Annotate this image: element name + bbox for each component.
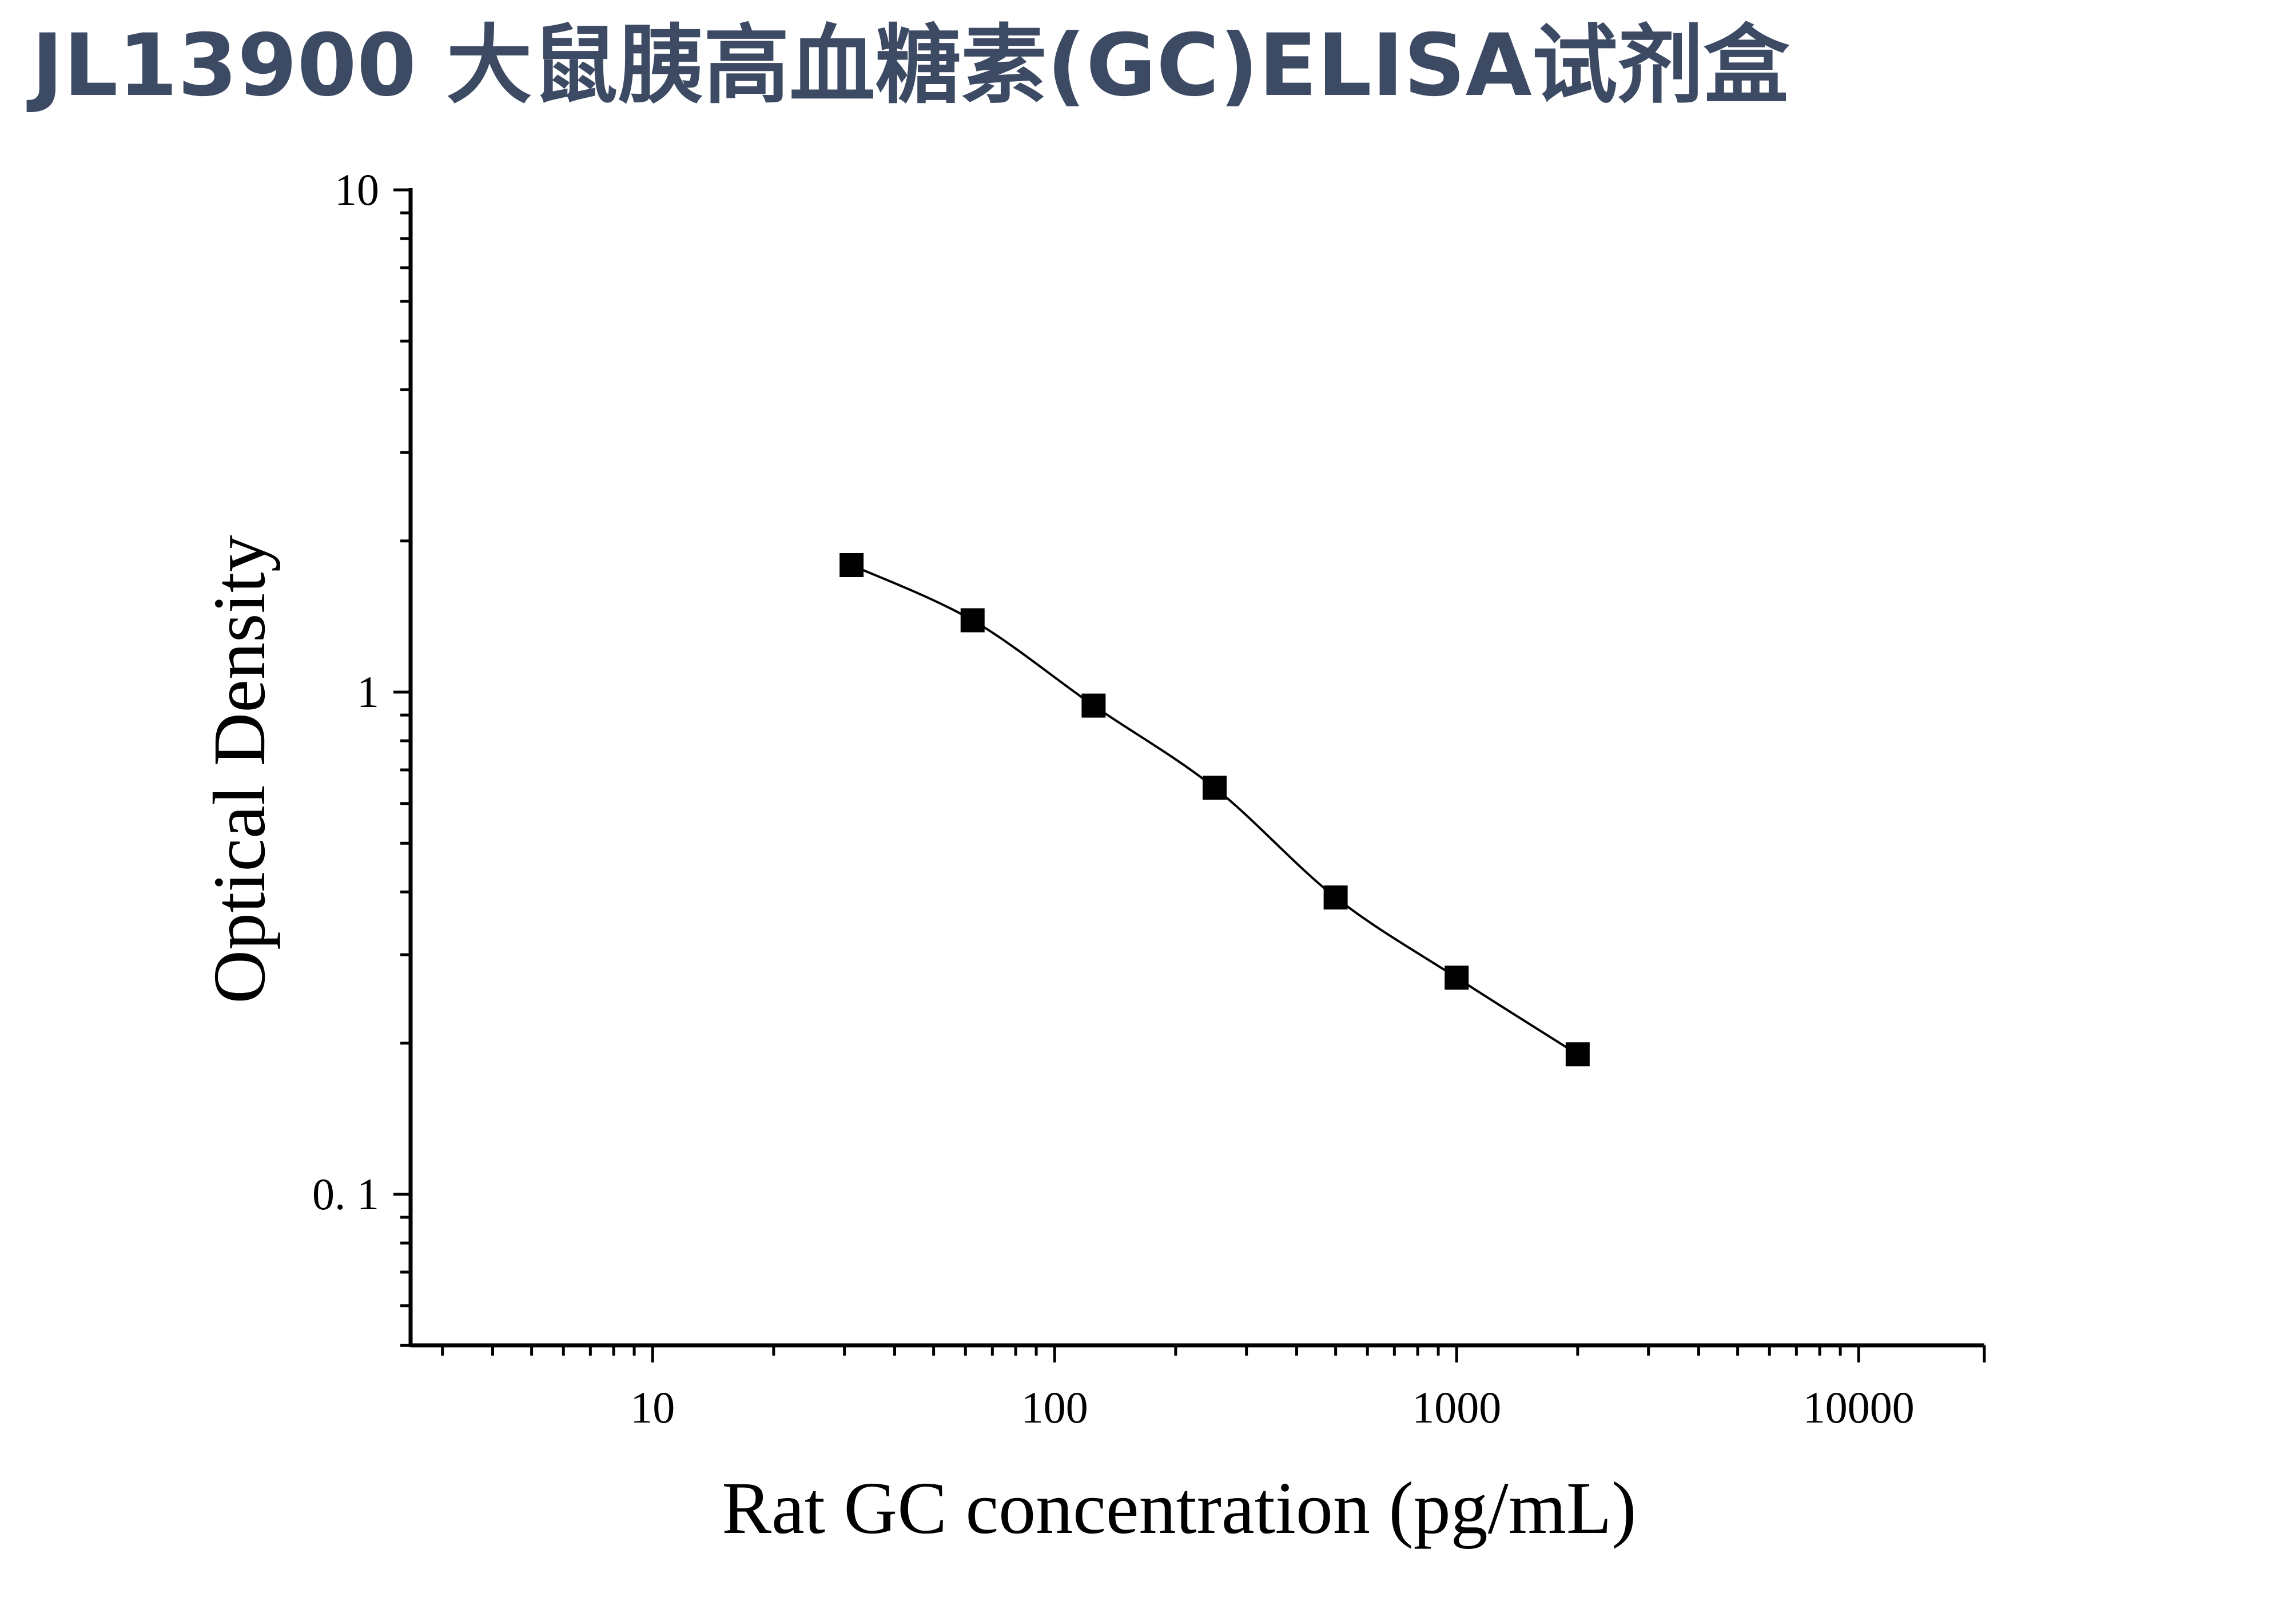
data-point-marker bbox=[839, 553, 864, 577]
data-points bbox=[839, 553, 1590, 1067]
data-point-marker bbox=[960, 608, 985, 633]
y-tick-label: 0. 1 bbox=[312, 1169, 379, 1219]
x-axis-label: Rat GC concentration (pg/mL) bbox=[722, 1467, 1636, 1550]
fit-curve-line bbox=[851, 564, 1578, 1055]
data-point-marker bbox=[1203, 776, 1227, 800]
x-tick-label: 100 bbox=[1021, 1382, 1088, 1432]
data-point-marker bbox=[1565, 1042, 1590, 1067]
y-tick-label: 1 bbox=[357, 667, 379, 717]
x-tick-label: 10 bbox=[630, 1382, 675, 1432]
axes: 10 100 1000 10000 0. 1 1 10 bbox=[312, 165, 1986, 1432]
data-point-marker bbox=[1445, 966, 1469, 990]
x-tick-label: 10000 bbox=[1803, 1382, 1915, 1432]
axis-labels: Rat GC concentration (pg/mL) Optical Den… bbox=[198, 535, 1637, 1550]
x-tick-label: 1000 bbox=[1412, 1382, 1501, 1432]
page-title: JL13900 大鼠胰高血糖素(GC)ELISA试剂盒 bbox=[31, 16, 1789, 116]
y-axis-label: Optical Density bbox=[198, 535, 281, 1004]
data-point-marker bbox=[1081, 693, 1106, 718]
y-tick-label: 10 bbox=[335, 165, 379, 214]
data-point-marker bbox=[1323, 885, 1348, 910]
fit-curve-group bbox=[851, 564, 1578, 1055]
